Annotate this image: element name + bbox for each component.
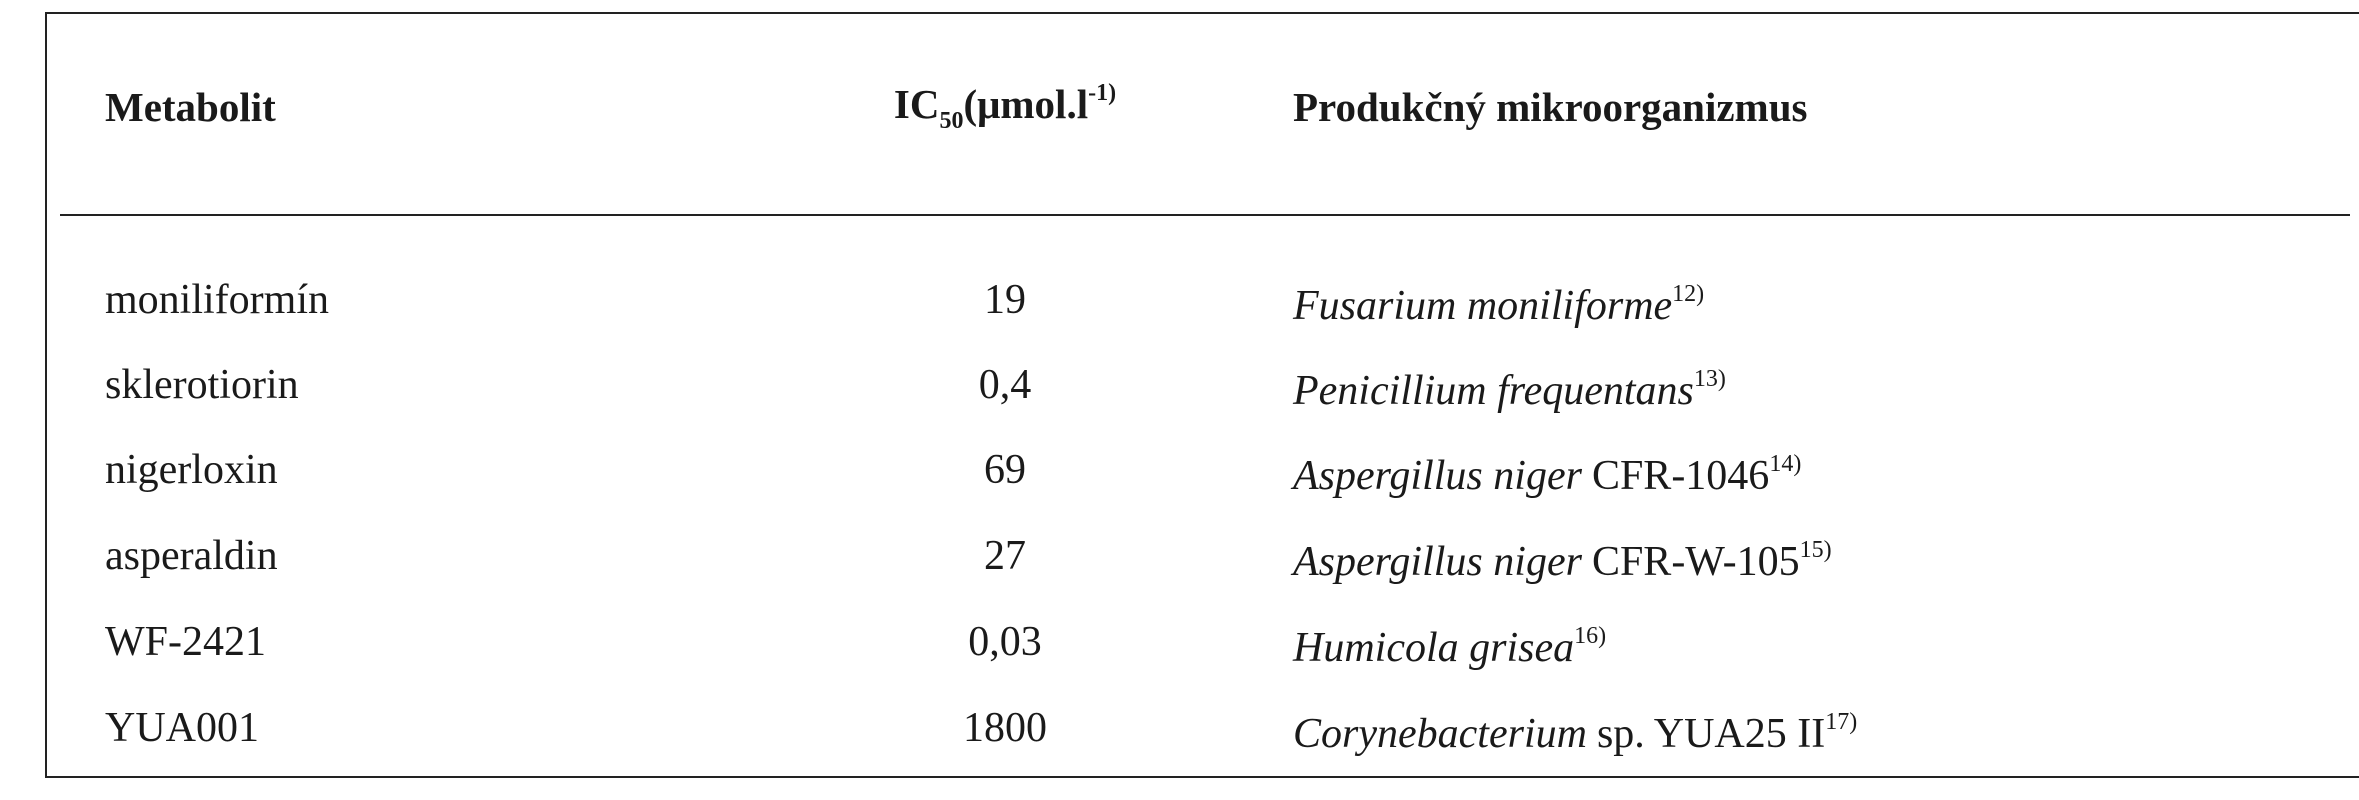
ic50: 1800 <box>963 705 1047 751</box>
reference: 16) <box>1574 623 1607 649</box>
organism-strain: CFR-W-105 <box>1591 539 1800 585</box>
organism-strain: sp. YUA25 II <box>1596 711 1826 757</box>
organism-name: Penicillium frequentans <box>1293 368 1694 414</box>
reference: 15) <box>1799 537 1832 563</box>
ic50-unit: (μmol.l <box>963 81 1089 127</box>
organism: Corynebacterium sp. YUA25 II17) <box>1293 697 1857 759</box>
metabolite: asperaldin <box>105 533 278 579</box>
header-metabolite: Metabolit <box>105 84 276 130</box>
ic50: 0,03 <box>968 619 1042 665</box>
metabolite: YUA001 <box>105 705 259 751</box>
organism: Fusarium moniliforme12) <box>1293 269 1704 331</box>
metabolite: nigerloxin <box>105 447 278 493</box>
header-organism: Produkčný mikroorganizmus <box>1293 84 1808 130</box>
header-separator <box>60 214 2350 216</box>
ic50: 27 <box>984 533 1026 579</box>
organism-name: Aspergillus niger <box>1293 539 1582 585</box>
metabolite: sklerotiorin <box>105 362 299 408</box>
organism-name: Aspergillus niger <box>1293 453 1582 499</box>
metabolite: WF-2421 <box>105 619 266 665</box>
ic50-sup: -1) <box>1088 80 1117 106</box>
reference: 12) <box>1672 281 1705 307</box>
organism: Humicola grisea16) <box>1293 611 1606 673</box>
organism-name: Fusarium moniliforme <box>1293 283 1673 329</box>
reference: 13) <box>1693 366 1726 392</box>
organism: Aspergillus niger CFR-104614) <box>1293 439 1801 501</box>
organism-name: Humicola grisea <box>1293 625 1575 671</box>
header-ic50: IC50(μmol.l-1) <box>894 68 1116 146</box>
table-border <box>45 12 2359 778</box>
reference: 14) <box>1769 451 1802 477</box>
organism: Aspergillus niger CFR-W-10515) <box>1293 525 1832 587</box>
organism-strain: CFR-1046 <box>1591 453 1770 499</box>
organism: Penicillium frequentans13) <box>1293 354 1726 416</box>
organism-name: Corynebacterium <box>1293 711 1587 757</box>
ic50-main: IC <box>893 81 940 127</box>
ic50: 69 <box>984 447 1026 493</box>
ic50: 0,4 <box>978 362 1032 408</box>
metabolite: moniliformín <box>105 277 329 323</box>
ic50-sub: 50 <box>939 108 964 134</box>
reference: 17) <box>1825 709 1858 735</box>
ic50: 19 <box>984 277 1026 323</box>
